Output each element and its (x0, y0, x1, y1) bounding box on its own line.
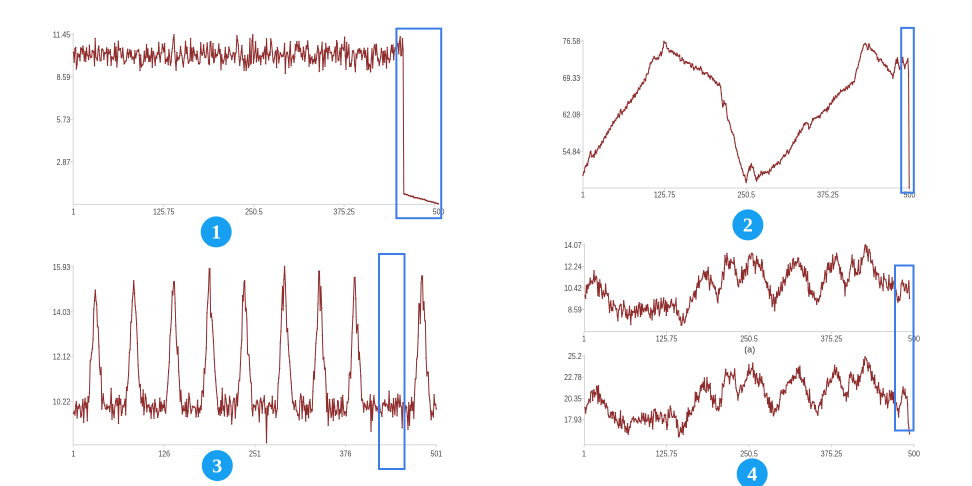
svg-text:251: 251 (249, 448, 261, 458)
svg-text:1: 1 (582, 448, 586, 458)
svg-text:250.5: 250.5 (738, 190, 756, 200)
svg-text:375.25: 375.25 (817, 190, 839, 200)
svg-text:500: 500 (433, 207, 445, 217)
svg-text:1: 1 (72, 448, 76, 458)
svg-text:20.35: 20.35 (564, 393, 582, 403)
svg-text:8.59: 8.59 (568, 305, 582, 315)
svg-text:250.5: 250.5 (740, 334, 758, 344)
svg-text:375.25: 375.25 (821, 448, 843, 458)
svg-text:10.42: 10.42 (564, 283, 582, 293)
svg-text:4: 4 (747, 464, 757, 486)
svg-text:250.5: 250.5 (245, 207, 263, 217)
svg-text:1: 1 (211, 222, 221, 244)
svg-text:375.25: 375.25 (333, 207, 355, 217)
svg-text:125.75: 125.75 (656, 448, 678, 458)
svg-text:76.58: 76.58 (563, 36, 581, 46)
svg-text:14.03: 14.03 (53, 307, 71, 317)
svg-text:12.24: 12.24 (564, 262, 582, 272)
svg-text:(a): (a) (744, 344, 755, 354)
svg-text:500: 500 (904, 190, 916, 200)
svg-text:125.75: 125.75 (656, 334, 678, 344)
svg-text:376: 376 (340, 448, 352, 458)
svg-text:3: 3 (212, 455, 222, 477)
svg-text:25.2: 25.2 (568, 351, 582, 361)
svg-text:22.78: 22.78 (564, 372, 582, 382)
svg-text:1: 1 (582, 334, 586, 344)
svg-text:62.08: 62.08 (563, 110, 581, 120)
svg-text:15.93: 15.93 (53, 262, 71, 272)
svg-text:2.87: 2.87 (57, 157, 71, 167)
svg-text:125.75: 125.75 (153, 207, 175, 217)
svg-text:125.75: 125.75 (654, 190, 676, 200)
svg-text:10.22: 10.22 (53, 397, 71, 407)
svg-text:11.45: 11.45 (53, 29, 71, 39)
svg-text:69.33: 69.33 (563, 73, 581, 83)
svg-text:250.5: 250.5 (740, 448, 758, 458)
svg-text:8.59: 8.59 (57, 72, 71, 82)
svg-text:375.25: 375.25 (821, 334, 843, 344)
svg-text:2: 2 (743, 215, 753, 237)
svg-text:1: 1 (72, 207, 76, 217)
svg-text:126: 126 (158, 448, 170, 458)
svg-text:54.84: 54.84 (563, 146, 581, 156)
svg-text:500: 500 (908, 448, 920, 458)
svg-text:1: 1 (581, 190, 585, 200)
svg-text:501: 501 (430, 448, 442, 458)
svg-text:12.12: 12.12 (53, 352, 71, 362)
svg-text:5.73: 5.73 (57, 114, 71, 124)
svg-text:17.93: 17.93 (564, 415, 582, 425)
svg-text:14.07: 14.07 (564, 240, 582, 250)
